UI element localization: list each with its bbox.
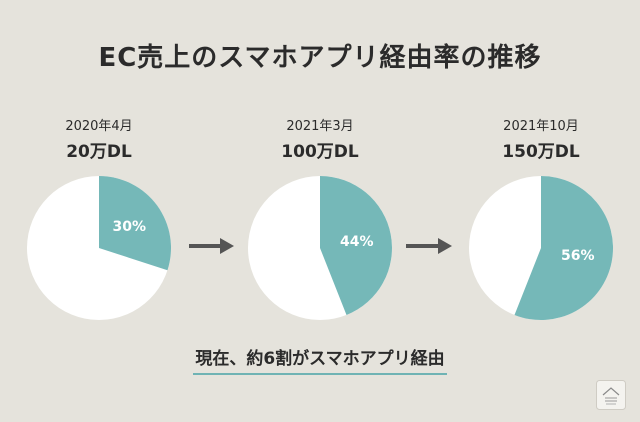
pie-data-label: 30%: [113, 219, 147, 235]
summary-text: 現在、約6割がスマホアプリ経由: [193, 347, 447, 375]
period-downloads: 20万DL: [66, 142, 132, 162]
pie-slice-app-share: [320, 176, 392, 315]
page-title: EC売上のスマホアプリ経由率の推移: [98, 43, 542, 73]
pie-data-label: 44%: [340, 234, 374, 250]
period-header-2: 2021年3月 100万DL: [240, 118, 400, 164]
right-arrow-icon: [189, 238, 234, 254]
house-logo-icon: [596, 380, 626, 410]
period-header-1: 2020年4月 20万DL: [19, 118, 179, 164]
period-header-3: 2021年10月 150万DL: [461, 118, 621, 164]
pie-data-label: 56%: [561, 248, 595, 264]
right-arrow-icon: [406, 238, 452, 254]
period-downloads: 150万DL: [502, 142, 580, 162]
period-downloads: 100万DL: [281, 142, 359, 162]
summary-caption: 現在、約6割がスマホアプリ経由: [0, 347, 640, 375]
pie-slice-app-share: [99, 176, 172, 271]
pie-slice-app-share: [514, 176, 614, 320]
period-date: 2021年3月: [286, 119, 354, 134]
pie-group: 30% 44% 56%: [27, 176, 614, 320]
period-date: 2021年10月: [503, 119, 579, 134]
period-date: 2020年4月: [65, 119, 133, 134]
